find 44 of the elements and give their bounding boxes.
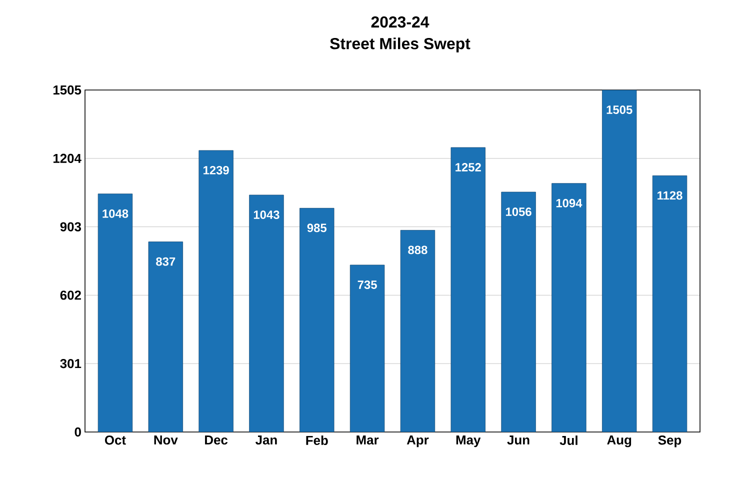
data-label: 1505 xyxy=(606,106,632,114)
data-label: 837 xyxy=(156,257,176,266)
data-label: 1048 xyxy=(102,209,128,218)
bar xyxy=(450,147,486,432)
x-tick-label: Oct xyxy=(104,436,126,445)
x-tick-label: Jan xyxy=(256,436,277,445)
data-label: 888 xyxy=(408,246,428,254)
bar xyxy=(552,183,586,432)
data-label: 1056 xyxy=(506,208,532,216)
data-label: 1128 xyxy=(658,191,682,200)
x-tick-label: Nov xyxy=(154,436,178,445)
x-tick-label: Aug xyxy=(607,436,632,448)
x-tick-label: Mar xyxy=(356,436,379,445)
x-tick-label: Dec xyxy=(205,436,228,445)
bar xyxy=(300,208,334,432)
bar xyxy=(98,194,132,432)
y-tick-label: 0 xyxy=(74,427,81,437)
x-tick-label: Sep xyxy=(658,436,682,448)
y-tick-label: 1505 xyxy=(53,85,82,95)
data-label: 985 xyxy=(307,224,327,232)
y-tick-label: 301 xyxy=(60,359,82,368)
x-tick-label: May xyxy=(456,436,481,448)
bar xyxy=(652,175,688,432)
data-label: 1239 xyxy=(204,166,229,174)
chart-subtitle: Street Miles Swept xyxy=(330,38,470,52)
bar xyxy=(350,264,384,432)
x-tick-label: Feb xyxy=(306,436,328,446)
x-tick-label: Jul xyxy=(560,436,578,446)
x-tick-label: Jun xyxy=(507,436,530,445)
data-label: 735 xyxy=(358,280,377,289)
data-label: 1043 xyxy=(254,210,280,219)
bar xyxy=(249,194,284,432)
bar xyxy=(602,90,636,432)
bar xyxy=(400,230,435,432)
chart-title: 2023-24 xyxy=(371,16,430,28)
data-label: 1094 xyxy=(556,198,582,208)
y-tick-label: 602 xyxy=(60,290,81,300)
bar xyxy=(148,242,183,432)
y-tick-label: 1204 xyxy=(53,154,82,163)
bar xyxy=(198,150,234,432)
data-label: 1252 xyxy=(456,163,481,172)
x-tick-label: Apr xyxy=(406,436,429,448)
bar xyxy=(501,192,536,432)
y-tick-label: 903 xyxy=(60,222,82,232)
